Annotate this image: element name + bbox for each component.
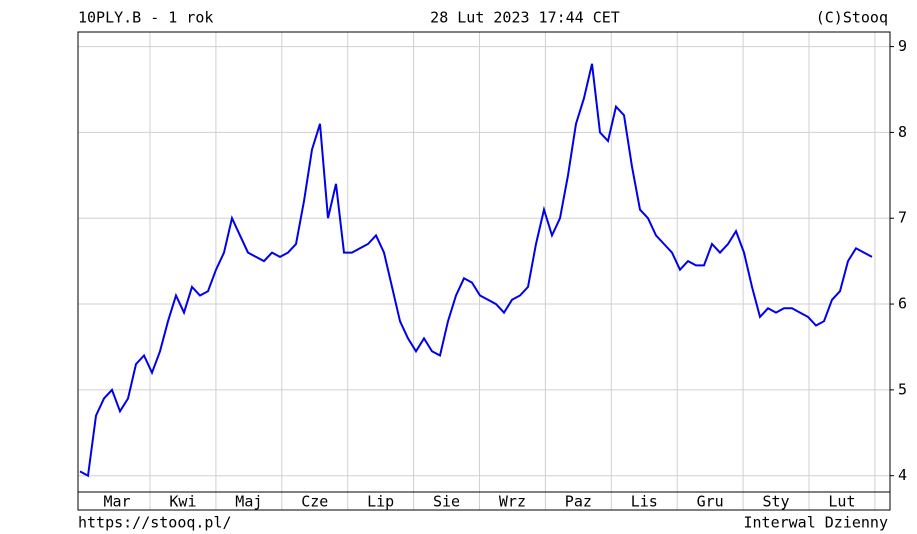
footer-interval: Interwal Dzienny [744, 514, 889, 532]
x-tick-label: Wrz [499, 493, 526, 511]
y-tick-label: 4 [898, 466, 907, 484]
x-tick-label: Maj [235, 493, 262, 511]
chart-date: 28 Lut 2023 17:44 CET [430, 9, 620, 27]
x-tick-label: Sty [763, 493, 790, 511]
y-tick-label: 8 [898, 123, 907, 141]
x-tick-label: Lis [631, 493, 658, 511]
x-tick-label: Paz [565, 493, 592, 511]
x-tick-label: Lip [367, 493, 394, 511]
y-tick-label: 6 [898, 295, 907, 313]
y-tick-label: 7 [898, 209, 907, 227]
price-line [79, 63, 873, 478]
y-tick-label: 5 [898, 380, 907, 398]
x-tick-label: Lut [828, 493, 855, 511]
x-tick-label: Cze [301, 493, 328, 511]
x-tick-label: Kwi [169, 493, 196, 511]
x-tick-label: Sie [433, 493, 460, 511]
y-tick-label: 9 [898, 37, 907, 55]
x-tick-label: Gru [697, 493, 724, 511]
x-tick-label: Mar [104, 493, 131, 511]
chart-title: 10PLY.B - 1 rok [78, 9, 213, 27]
credit: (C)Stooq [816, 9, 888, 27]
footer-url: https://stooq.pl/ [78, 514, 232, 532]
plot-frame [77, 31, 891, 511]
